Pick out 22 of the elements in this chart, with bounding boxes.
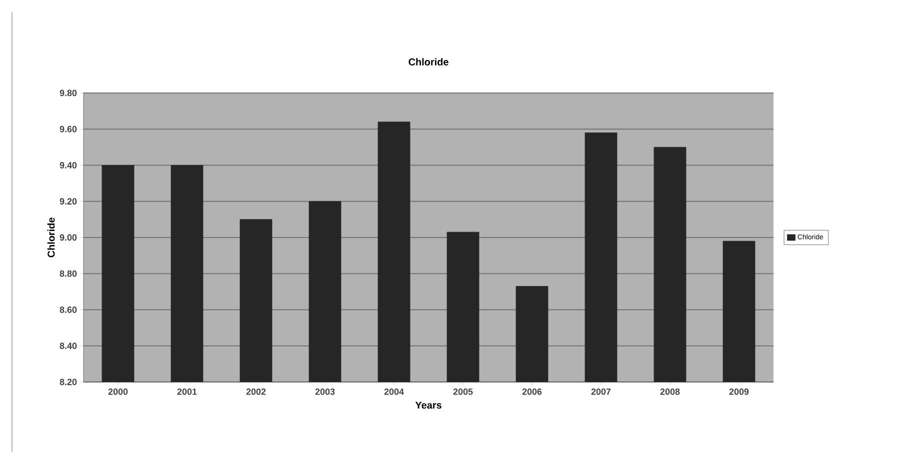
y-tick-label: 9.00 — [60, 234, 77, 241]
y-tick-label: 8.80 — [60, 270, 77, 277]
chart-title: Chloride — [408, 58, 448, 66]
y-tick-label: 8.40 — [60, 342, 77, 350]
x-tick-label: 2009 — [729, 388, 749, 395]
x-tick-label: 2007 — [591, 388, 611, 395]
x-tick-label: 2002 — [246, 388, 266, 395]
x-tick-label: 2008 — [660, 388, 680, 395]
x-axis-title: Years — [415, 402, 442, 409]
y-tick-label: 9.80 — [60, 90, 77, 96]
x-tick-label: 2001 — [177, 388, 197, 395]
x-tick-label: 2006 — [522, 388, 542, 395]
x-tick-label: 2003 — [315, 388, 335, 395]
y-tick-label: 8.20 — [60, 378, 77, 386]
y-tick-label: 9.40 — [60, 162, 77, 168]
y-tick-label: 9.60 — [60, 126, 77, 132]
x-tick-label: 2000 — [108, 388, 128, 395]
y-tick-label: 9.20 — [60, 198, 77, 205]
y-axis-title: Chloride — [47, 218, 55, 258]
x-tick-label: 2005 — [453, 388, 473, 395]
x-tick-label: 2004 — [384, 388, 404, 395]
y-tick-label: 8.60 — [60, 306, 77, 313]
